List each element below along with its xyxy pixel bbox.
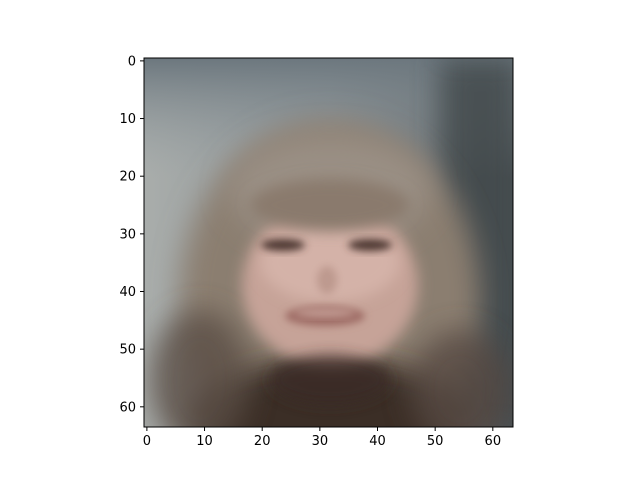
x-tick-label: 10 xyxy=(196,434,213,449)
x-tick-label: 60 xyxy=(485,434,502,449)
x-axis: 0 10 20 30 40 50 60 xyxy=(143,427,501,449)
x-tick-label: 30 xyxy=(312,434,329,449)
face-image xyxy=(144,58,513,427)
axes-frame xyxy=(143,57,514,428)
y-tick-label: 50 xyxy=(119,343,136,358)
y-tick-label: 40 xyxy=(119,285,136,300)
y-tick-label: 60 xyxy=(119,400,136,415)
y-tick-label: 30 xyxy=(119,227,136,242)
y-tick-label: 10 xyxy=(119,112,136,127)
y-axis: 0 10 20 30 40 50 60 xyxy=(119,54,144,415)
x-tick-label: 50 xyxy=(427,434,444,449)
y-tick-label: 0 xyxy=(128,54,136,69)
x-tick-label: 0 xyxy=(143,434,151,449)
y-tick-label: 20 xyxy=(119,170,136,185)
x-tick-label: 40 xyxy=(369,434,386,449)
x-tick-label: 20 xyxy=(254,434,271,449)
